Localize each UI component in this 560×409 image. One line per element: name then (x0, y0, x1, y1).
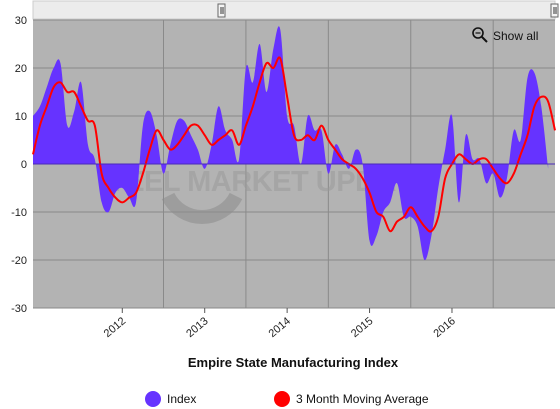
y-tick-label: -20 (11, 255, 27, 267)
y-tick-label: 30 (15, 15, 27, 27)
y-axis: -30 -20 -10 0 10 20 30 (11, 15, 27, 315)
navigator-handle-right[interactable] (550, 3, 559, 18)
legend-label-index: Index (167, 392, 196, 406)
chart-title: Empire State Manufacturing Index (188, 355, 399, 370)
series-area-index (33, 26, 549, 261)
navigator-track[interactable] (32, 0, 556, 20)
x-tick-label: 2013 (184, 315, 210, 340)
series-line-moving-average (32, 56, 556, 233)
x-tick-label: 2015 (349, 315, 375, 340)
show-all-button[interactable]: Show all (472, 27, 538, 43)
series (32, 26, 556, 261)
legend: Index 3 Month Moving Average (145, 391, 429, 407)
y-tick-label: 10 (15, 111, 27, 123)
y-tick-label: -10 (11, 207, 27, 219)
legend-item-moving-average[interactable]: 3 Month Moving Average (274, 391, 429, 407)
legend-marker-moving-average (274, 391, 290, 407)
legend-item-index[interactable]: Index (145, 391, 196, 407)
x-tick-label: 2016 (431, 315, 457, 340)
x-tick-label: 2012 (102, 315, 128, 340)
navigator-handle-left[interactable] (217, 3, 226, 18)
y-tick-label: 20 (15, 63, 27, 75)
y-tick-label: -30 (11, 303, 27, 315)
zoom-icon-handle (481, 36, 488, 43)
show-all-label: Show all (493, 29, 538, 43)
legend-label-moving-average: 3 Month Moving Average (296, 392, 429, 406)
legend-marker-index (145, 391, 161, 407)
x-tick-label: 2014 (267, 315, 293, 340)
zoom-icon (472, 27, 484, 39)
y-tick-label: 0 (21, 159, 27, 171)
x-axis: 2012 2013 2014 2015 2016 (102, 308, 458, 340)
